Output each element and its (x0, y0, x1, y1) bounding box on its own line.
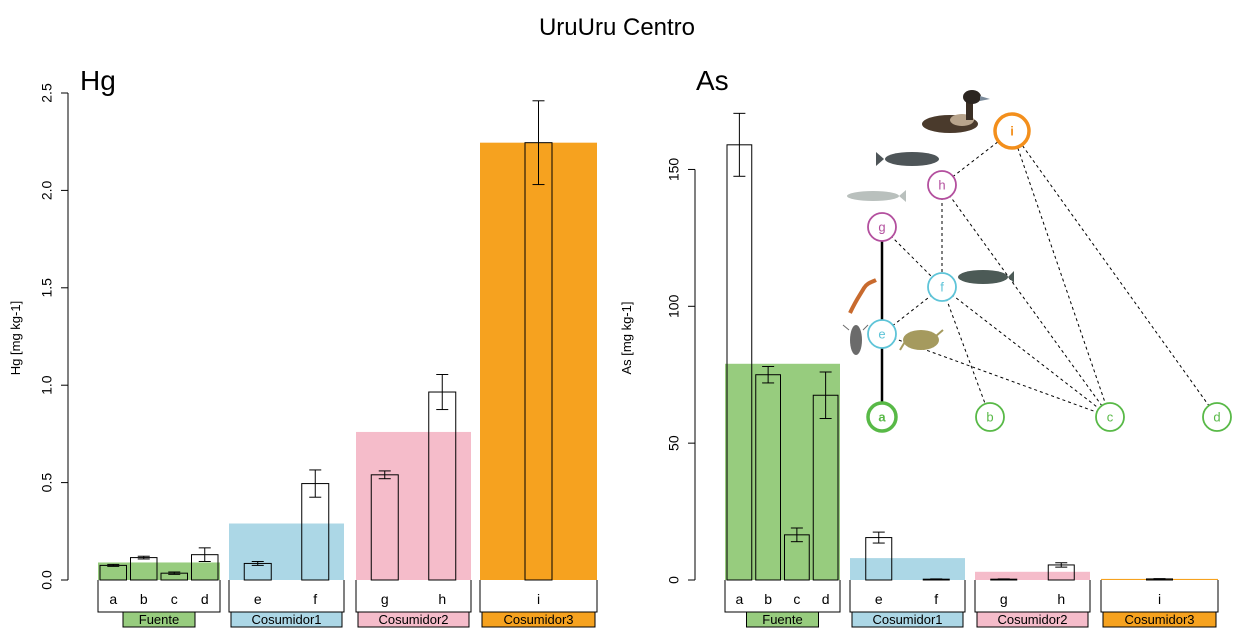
group-mean-bar (725, 363, 840, 580)
food-web-node-label: e (878, 327, 885, 342)
panel-hg: Hg 0.0 0.5 1.0 1.5 2.0 2.5 Hg [mg kg-1] a b c d Fuen… (8, 65, 598, 628)
food-web-node-label: h (938, 178, 945, 193)
y-tick-label: 150 (666, 158, 682, 182)
group-bracket (974, 580, 1091, 613)
food-web-link (1011, 130, 1111, 418)
food-web-node-label: c (1107, 410, 1114, 425)
x-tick-label: g (1000, 591, 1008, 607)
food-web-node-label: i (1010, 124, 1014, 139)
group-label-box (481, 611, 596, 628)
food-web-node-label: d (1213, 410, 1220, 425)
group-label: Fuente (762, 612, 802, 627)
group-mean-bar (229, 523, 344, 580)
group-label: Cosumidor1 (251, 612, 321, 627)
food-web-node-e (867, 319, 897, 349)
x-tick-label: a (109, 591, 117, 607)
x-tick-label: c (793, 591, 800, 607)
group-label-box (357, 611, 470, 628)
group-label-box (122, 611, 196, 628)
silver-fish-photo (847, 190, 906, 202)
chart-title: UruUru Centro (538, 14, 696, 41)
group-label: Fuente (139, 612, 179, 627)
group-label-box (976, 611, 1089, 628)
food-web-node-label: a (878, 410, 886, 425)
panel-label: Hg (80, 65, 116, 96)
x-tick-label: c (171, 591, 178, 607)
group-bracket (355, 580, 472, 613)
group-mean-bar (975, 571, 1090, 580)
panel-label: As (696, 65, 729, 96)
insect-larva-photo (842, 324, 869, 355)
y-tick-label: 1.0 (39, 375, 55, 395)
x-tick-label: e (875, 591, 883, 607)
x-tick-label: h (1057, 591, 1065, 607)
x-tick-label: e (254, 591, 262, 607)
group-label: Cosumidor1 (872, 612, 942, 627)
food-web-node-d (1202, 402, 1232, 432)
group-label: Cosumidor2 (997, 612, 1067, 627)
x-tick-label: a (735, 591, 743, 607)
y-tick-label: 0.0 (39, 570, 55, 590)
food-web-node-c (1095, 402, 1125, 432)
food-web-link (881, 333, 1111, 418)
group-bracket (228, 580, 345, 613)
group-mean-bar (98, 562, 220, 580)
y-axis-label: Hg [mg kg-1] (8, 301, 23, 375)
food-web-node-f (927, 272, 957, 302)
x-tick-label: g (381, 591, 389, 607)
food-web-node-h (927, 170, 957, 200)
x-tick-label: i (537, 591, 540, 607)
food-web-link (941, 286, 991, 418)
food-web-link (1011, 130, 1218, 418)
x-tick-label: d (201, 591, 209, 607)
group-mean-bar (356, 431, 471, 580)
food-web-node-i (993, 112, 1031, 150)
x-tick-label: h (438, 591, 446, 607)
amphipod-photo (899, 329, 944, 351)
food-web-node-b (975, 402, 1005, 432)
y-tick-label: 50 (666, 435, 682, 451)
worm-photo (848, 278, 877, 314)
food-web-node-label: f (940, 280, 944, 295)
group-label: Cosumidor3 (1124, 612, 1194, 627)
food-web-node-label: g (878, 220, 885, 235)
group-mean-bar (480, 142, 597, 580)
panel-as: As 0 50 100 150 As [mg kg-1] a b c d Fuente e f Cosum… (619, 65, 1219, 628)
group-label-box (746, 611, 819, 628)
x-tick-label: i (1158, 591, 1161, 607)
killifish-photo (876, 152, 939, 166)
group-label-box (851, 611, 964, 628)
group-label-box (1102, 611, 1217, 628)
group-mean-bar (850, 558, 965, 580)
x-tick-label: d (822, 591, 830, 607)
food-web-diagram: a b c d e f g h i (842, 90, 1232, 433)
group-label: Cosumidor3 (503, 612, 573, 627)
y-tick-label: 100 (666, 294, 682, 318)
pupfish-photo (958, 270, 1014, 284)
y-tick-label: 0.5 (39, 473, 55, 493)
food-web-link (941, 184, 1111, 418)
y-tick-label: 2.5 (39, 83, 55, 103)
y-tick-label: 2.0 (39, 180, 55, 200)
y-tick-label: 1.5 (39, 278, 55, 298)
food-web-node-label: b (986, 410, 993, 425)
food-web-node-a (866, 401, 898, 433)
x-tick-label: b (764, 591, 772, 607)
group-label-box (230, 611, 343, 628)
x-tick-label: b (140, 591, 148, 607)
y-tick-label: 0 (666, 576, 682, 584)
group-label: Cosumidor2 (378, 612, 448, 627)
duck-photo (922, 90, 990, 133)
y-axis-label: As [mg kg-1] (619, 302, 634, 375)
food-web-node-g (867, 212, 897, 242)
x-tick-label: f (934, 591, 938, 607)
x-tick-label: f (313, 591, 317, 607)
food-web-link (941, 286, 1111, 418)
group-bracket (849, 580, 966, 613)
